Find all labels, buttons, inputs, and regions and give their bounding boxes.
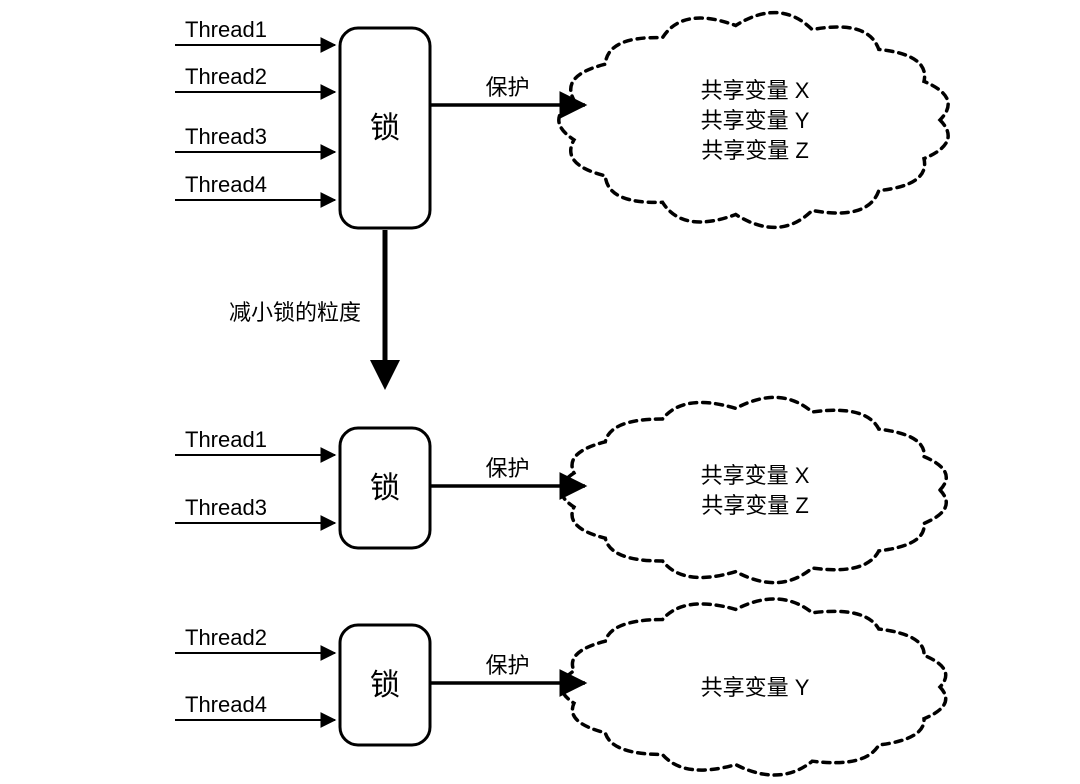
shared-var-2-0: 共享变量 X (701, 463, 810, 488)
lock-label-1: 锁 (370, 112, 400, 145)
protect-label-1: 保护 (485, 75, 529, 100)
shared-var-1-1: 共享变量 Y (701, 108, 810, 133)
protect-label-2: 保护 (485, 456, 529, 481)
lock-label-3: 锁 (370, 669, 400, 702)
thread-label-2-0: Thread1 (185, 427, 267, 452)
protect-label-3: 保护 (485, 653, 529, 678)
thread-label-1-2: Thread3 (185, 124, 267, 149)
thread-label-3-0: Thread2 (185, 625, 267, 650)
thread-label-1-0: Thread1 (185, 17, 267, 42)
thread-label-1-3: Thread4 (185, 172, 267, 197)
shared-var-3-0: 共享变量 Y (701, 675, 810, 700)
thread-label-3-1: Thread4 (185, 692, 267, 717)
reduce-granularity-label: 减小锁的粒度 (229, 300, 361, 325)
cloud-2 (561, 397, 946, 582)
lock-label-2: 锁 (370, 472, 400, 505)
shared-var-2-1: 共享变量 Z (701, 493, 809, 518)
thread-label-2-1: Thread3 (185, 495, 267, 520)
thread-label-1-1: Thread2 (185, 64, 267, 89)
shared-var-1-0: 共享变量 X (701, 78, 810, 103)
lock-granularity-diagram: Thread1Thread2Thread3Thread4锁保护共享变量 X共享变… (0, 0, 1080, 784)
shared-var-1-2: 共享变量 Z (701, 138, 809, 163)
